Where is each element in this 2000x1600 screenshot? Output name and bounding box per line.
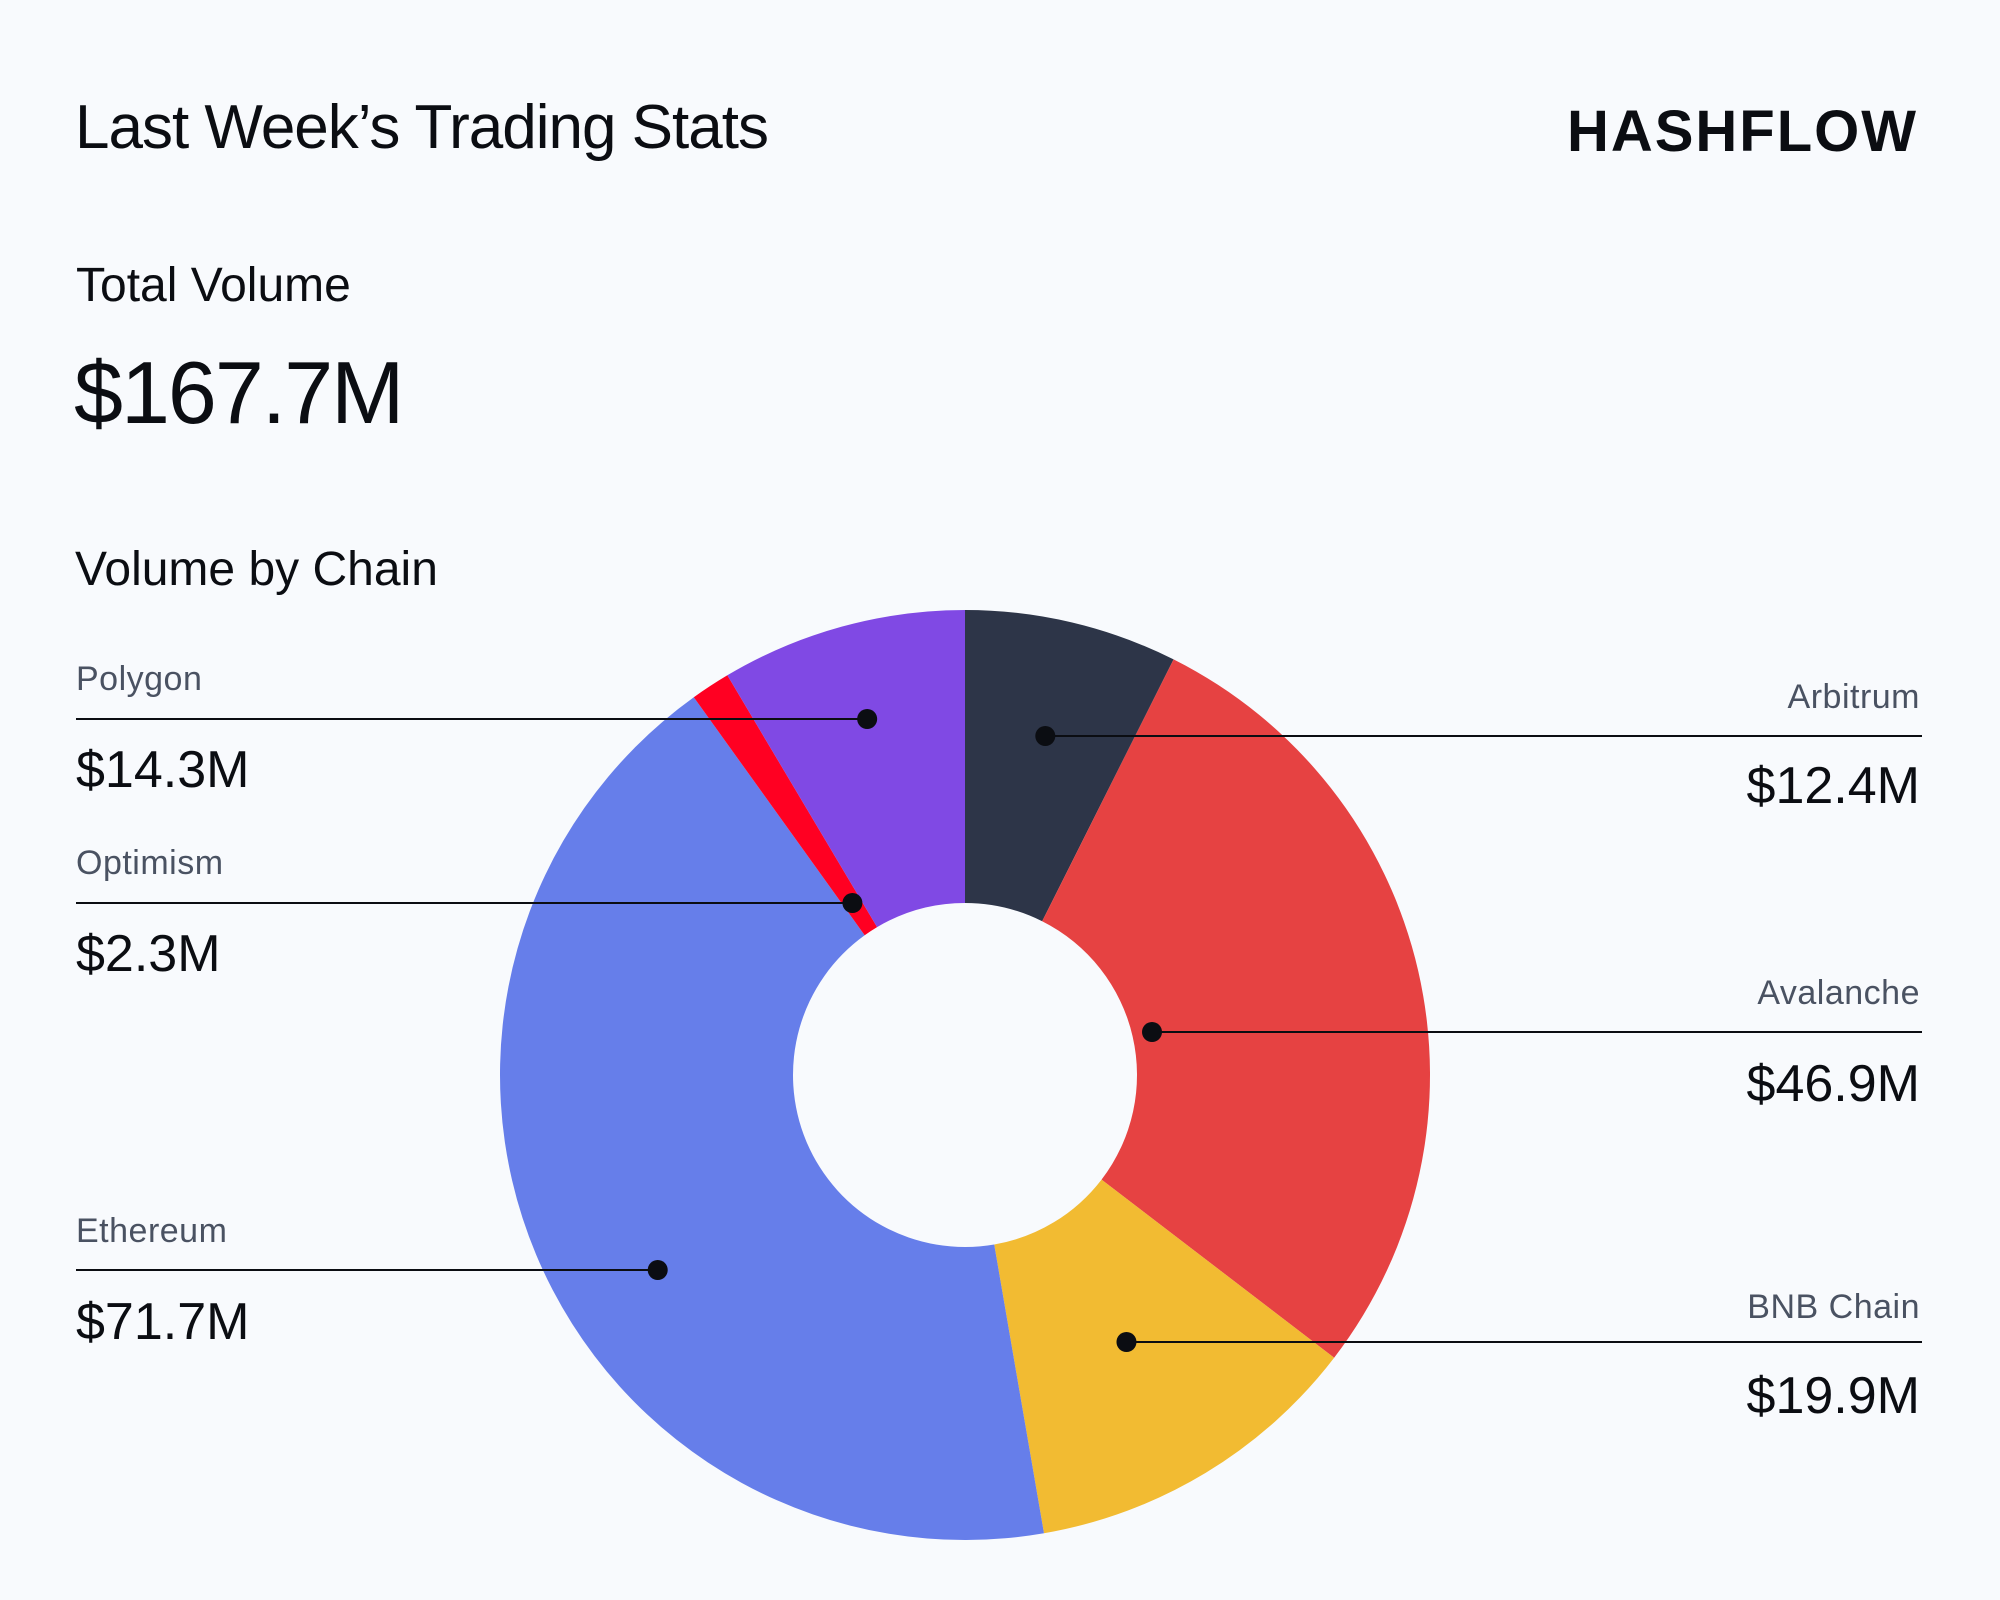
leader-lines bbox=[76, 709, 1922, 1352]
donut-slices bbox=[499, 610, 1430, 1541]
slice-avalanche bbox=[1042, 659, 1430, 1358]
slice-polygon bbox=[727, 610, 965, 928]
hashflow-logo: HASHFLOW bbox=[1566, 99, 1918, 164]
label-avalanche-value: $46.9M bbox=[1746, 1055, 1920, 1113]
leader-dot-bnb-chain bbox=[1116, 1332, 1137, 1352]
label-polygon-name: Polygon bbox=[76, 660, 203, 698]
chart-section-title: Volume by Chain bbox=[75, 543, 438, 596]
leader-dot-polygon bbox=[857, 709, 878, 729]
label-bnb-chain-value: $19.9M bbox=[1746, 1367, 1920, 1425]
leader-dot-arbitrum bbox=[1035, 726, 1056, 746]
label-avalanche-name: Avalanche bbox=[1757, 974, 1920, 1012]
slice-ethereum bbox=[499, 697, 1044, 1541]
page-title: Last Week’s Trading Stats bbox=[75, 93, 769, 162]
label-polygon-value: $14.3M bbox=[76, 741, 250, 799]
leader-dot-ethereum bbox=[647, 1260, 668, 1280]
label-optimism-name: Optimism bbox=[76, 844, 224, 882]
slice-optimism bbox=[693, 675, 878, 936]
total-volume-label: Total Volume bbox=[76, 259, 351, 312]
label-bnb-chain-name: BNB Chain bbox=[1747, 1288, 1920, 1326]
label-optimism-value: $2.3M bbox=[76, 925, 221, 983]
slice-arbitrum bbox=[965, 610, 1174, 922]
label-arbitrum-name: Arbitrum bbox=[1787, 678, 1920, 716]
slice-bnb-chain bbox=[994, 1179, 1335, 1534]
total-volume-value: $167.7M bbox=[74, 343, 404, 442]
label-ethereum-name: Ethereum bbox=[76, 1212, 228, 1250]
label-ethereum-value: $71.7M bbox=[76, 1293, 250, 1351]
label-arbitrum-value: $12.4M bbox=[1746, 757, 1920, 815]
leader-dot-optimism bbox=[842, 893, 863, 913]
leader-dot-avalanche bbox=[1142, 1022, 1163, 1042]
